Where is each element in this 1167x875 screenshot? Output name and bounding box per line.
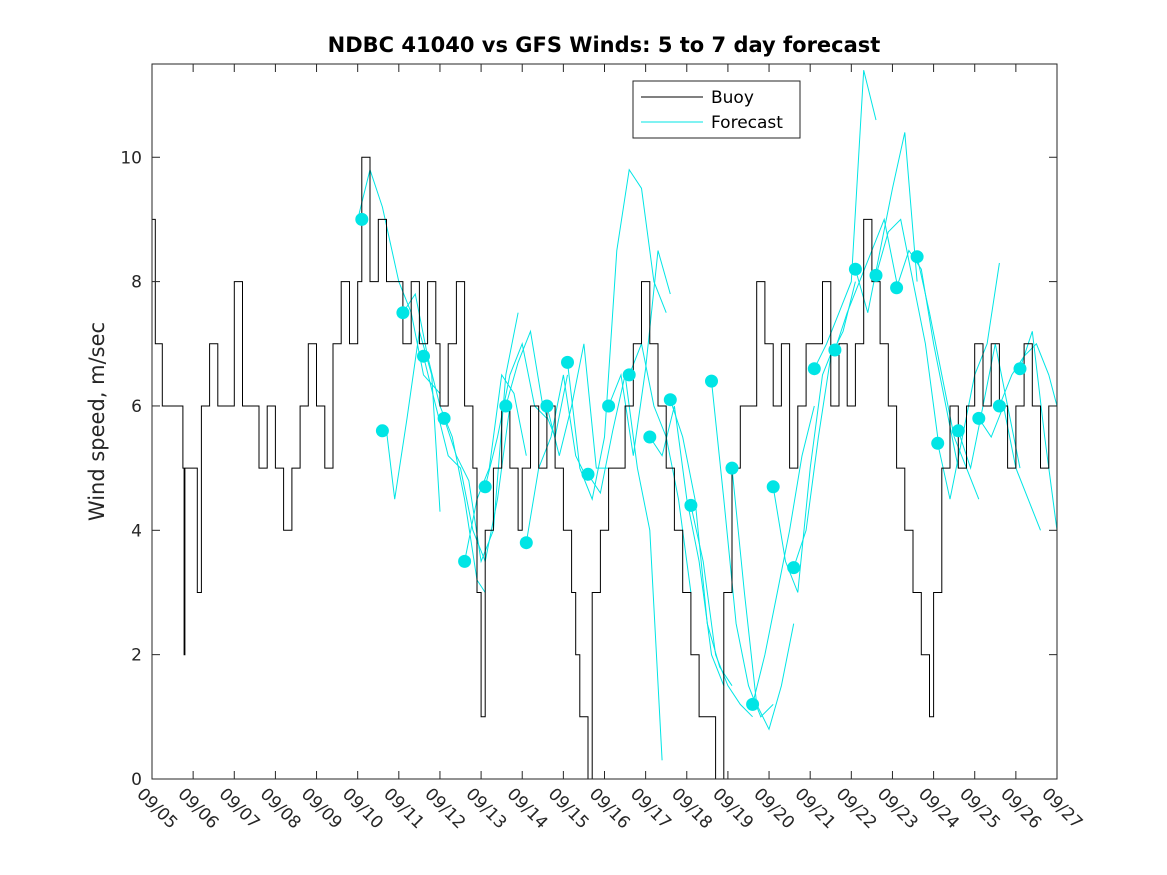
y-tick-label-4: 4 xyxy=(131,521,142,541)
forecast-marker-3 xyxy=(417,349,430,363)
y-ticks: 0 2 4 6 8 10 xyxy=(120,148,1057,790)
forecast-trace-31 xyxy=(998,342,1058,407)
forecast-marker-16 xyxy=(684,498,698,512)
forecast-marker-21 xyxy=(787,561,801,575)
forecast-marker-0 xyxy=(355,212,369,226)
legend-label-buoy: Buoy xyxy=(711,88,754,108)
forecast-trace-29 xyxy=(957,343,1021,471)
forecast-trace-16 xyxy=(690,505,753,718)
forecast-trace-18 xyxy=(731,468,795,731)
forecast-trace-14 xyxy=(649,405,725,686)
forecast-marker-22 xyxy=(807,362,821,376)
y-tick-label-2: 2 xyxy=(131,646,142,666)
forecast-marker-9 xyxy=(540,399,554,413)
forecast-trace-7 xyxy=(505,329,568,439)
forecast-marker-15 xyxy=(663,393,677,407)
legend-label-forecast: Forecast xyxy=(711,113,783,133)
y-tick-label-0: 0 xyxy=(131,770,142,790)
forecast-marker-29 xyxy=(951,424,965,438)
forecast-trace-21 xyxy=(793,281,856,568)
forecast-marker-4 xyxy=(437,411,451,425)
series-layer xyxy=(152,70,1058,780)
y-tick-label-6: 6 xyxy=(131,397,142,417)
y-tick-label-10: 10 xyxy=(120,148,142,168)
forecast-trace-26 xyxy=(896,249,959,469)
forecast-marker-7 xyxy=(499,399,513,413)
forecast-marker-2 xyxy=(396,306,410,320)
forecast-trace-8 xyxy=(525,374,589,543)
forecast-trace-5 xyxy=(464,373,527,562)
forecast-marker-18 xyxy=(725,461,739,475)
legend-box xyxy=(632,80,801,139)
y-tick-label-8: 8 xyxy=(131,273,142,293)
forecast-marker-13 xyxy=(622,368,636,382)
forecast-trace-1 xyxy=(386,331,441,512)
forecast-marker-8 xyxy=(519,536,533,550)
forecast-trace-30 xyxy=(978,404,1041,531)
y-axis-label: Wind speed, m/sec xyxy=(85,322,109,521)
forecast-trace-24 xyxy=(854,132,918,313)
chart-title: NDBC 41040 vs GFS Winds: 5 to 7 day fore… xyxy=(328,33,881,57)
forecast-marker-19 xyxy=(746,697,760,711)
forecast-marker-5 xyxy=(458,554,472,568)
forecast-trace-32 xyxy=(1019,331,1058,531)
forecast-marker-26 xyxy=(890,281,904,295)
buoy-line xyxy=(152,156,1057,780)
forecast-marker-10 xyxy=(561,355,574,369)
forecast-marker-11 xyxy=(581,467,595,481)
forecast-trace-23 xyxy=(834,217,898,351)
forecast-marker-31 xyxy=(992,399,1006,413)
forecast-trace-22 xyxy=(813,70,877,369)
forecast-marker-27 xyxy=(910,250,924,264)
forecast-marker-32 xyxy=(1013,362,1027,376)
forecast-marker-17 xyxy=(705,374,718,388)
forecast-trace-12 xyxy=(608,250,671,456)
legend: Buoy Forecast xyxy=(632,80,801,139)
forecast-marker-25 xyxy=(869,268,883,282)
forecast-trace-6 xyxy=(484,342,548,487)
plot-area xyxy=(152,64,1057,779)
forecast-trace-13 xyxy=(628,342,692,593)
forecast-trace-25 xyxy=(875,218,939,438)
forecast-trace-19 xyxy=(752,405,815,705)
forecast-marker-28 xyxy=(931,436,945,450)
forecast-marker-30 xyxy=(972,411,986,425)
forecast-trace-4 xyxy=(443,312,519,564)
forecast-trace-20 xyxy=(772,343,836,593)
forecast-marker-20 xyxy=(766,480,780,494)
forecast-trace-17 xyxy=(711,381,774,718)
forecast-marker-6 xyxy=(478,480,492,494)
forecast-marker-14 xyxy=(643,430,657,444)
forecast-marker-24 xyxy=(848,262,862,276)
forecast-marker-1 xyxy=(375,424,389,438)
forecast-marker-12 xyxy=(602,399,616,413)
forecast-marker-23 xyxy=(828,343,842,357)
forecast-trace-27 xyxy=(916,256,980,500)
